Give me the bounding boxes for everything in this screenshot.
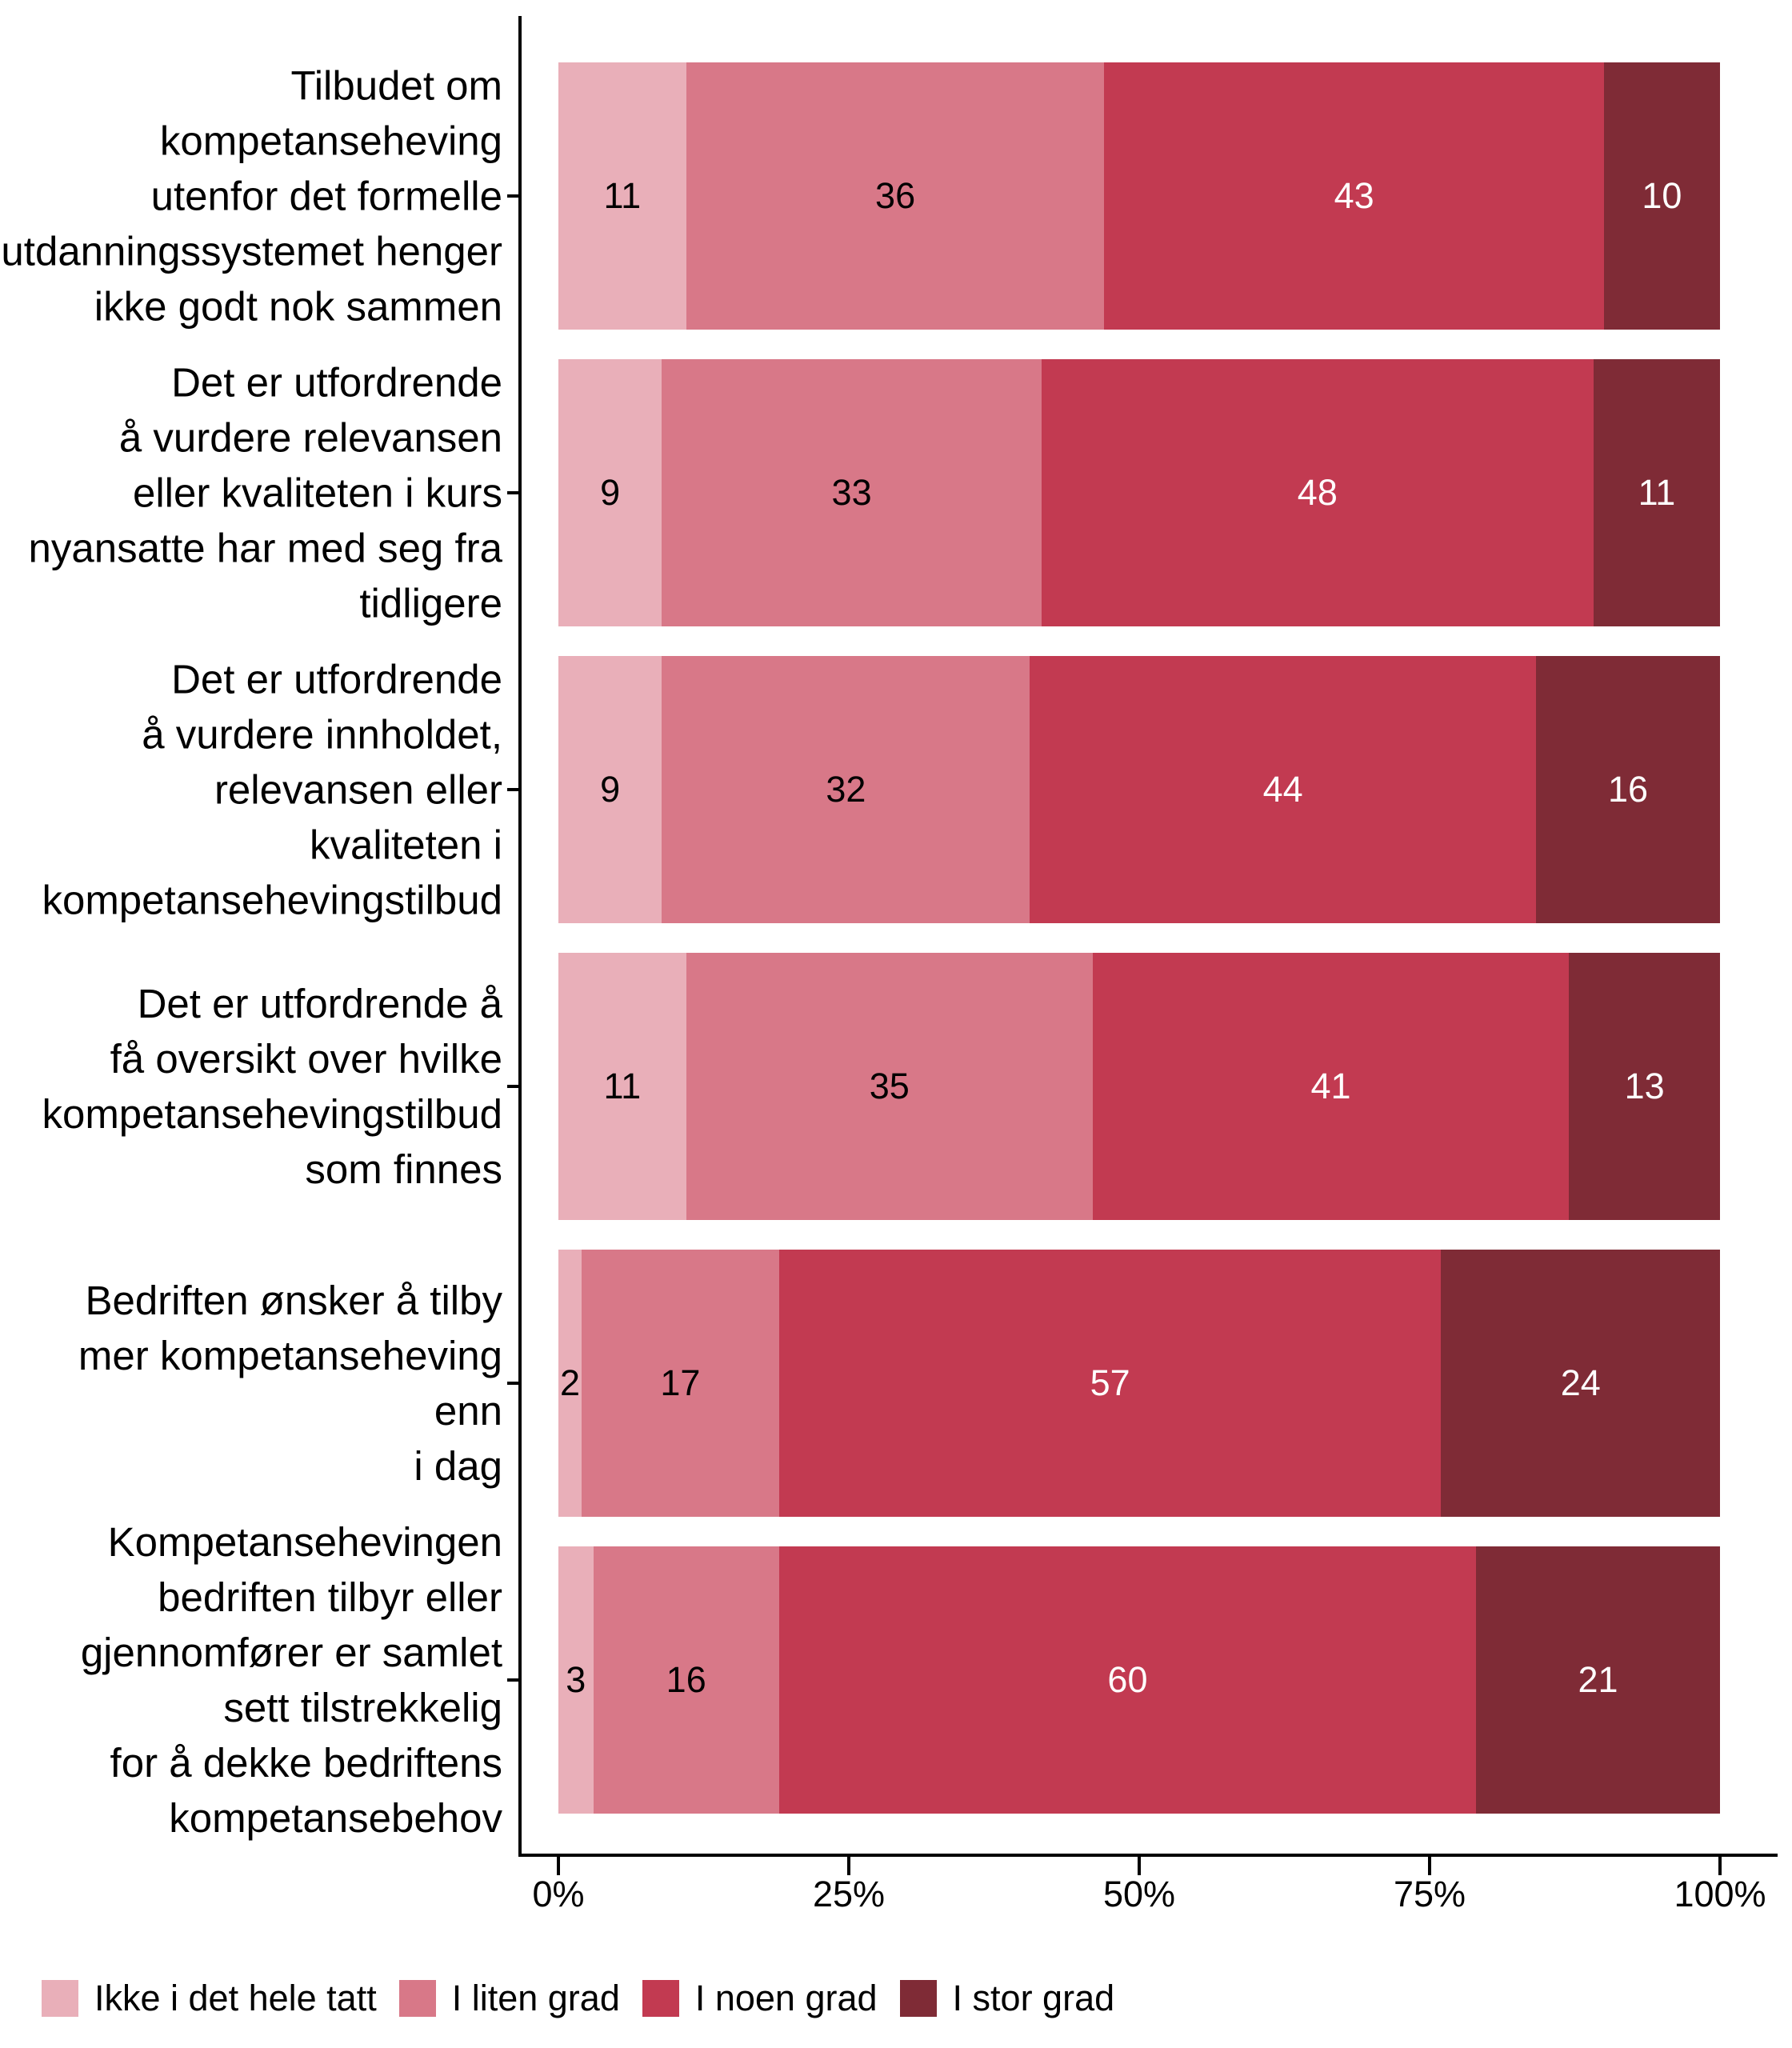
x-tick-mark [557,1857,560,1875]
legend-swatch [642,1980,679,2017]
stacked-bar: 11 36 43 10 [558,62,1720,330]
value-label: 11 [1638,472,1676,513]
bar-segment: 3 [558,1546,594,1814]
value-label: 2 [560,1362,581,1403]
legend: Ikke i det hele tatt I liten grad I noen g… [42,1978,1137,2019]
legend-item: I noen grad [642,1978,878,2019]
legend-item: I stor grad [899,1978,1115,2019]
bar-row: Det er utfordrende å vurdere innholdet, … [0,656,1792,923]
x-tick-label: 0% [532,1874,585,1914]
bar-segment: 60 [778,1546,1477,1814]
bar-segment: 44 [1030,656,1536,923]
value-label: 9 [600,769,621,810]
bar-segment: 17 [582,1250,779,1517]
bar-row: Bedriften ønsker å tilby mer kompetanseh… [0,1250,1792,1517]
value-label: 11 [603,175,642,216]
value-label: 3 [566,1659,586,1700]
x-tick-label: 75% [1393,1874,1466,1914]
bar-segment: 16 [593,1546,779,1814]
value-label: 16 [1607,769,1648,810]
bar-segment: 32 [662,656,1030,923]
category-label: Bedriften ønsker å tilby mer kompetanseh… [78,1278,502,1489]
bar-segment: 35 [686,953,1093,1220]
stacked-bar: 3 16 60 21 [558,1546,1720,1814]
x-tick-mark [1138,1857,1141,1875]
category-label: Det er utfordrende å få oversikt over hv… [42,981,502,1192]
legend-label: Ikke i det hele tatt [94,1978,377,2018]
y-tick-mark [507,491,518,494]
y-tick-mark [507,1085,518,1088]
value-label: 36 [875,175,916,216]
x-tick-mark [1718,1857,1722,1875]
bar-segment: 16 [1535,656,1720,923]
bar-segment: 13 [1569,953,1720,1220]
value-label: 9 [600,472,621,513]
y-tick-mark [507,1678,518,1682]
bar-row: Kompetansehevingen bedriften tilbyr elle… [0,1519,1792,1841]
value-label: 41 [1310,1066,1351,1106]
x-tick-mark [1428,1857,1431,1875]
legend-label: I noen grad [694,1978,878,2018]
value-label: 21 [1578,1659,1618,1700]
stacked-bar: 9 33 48 11 [558,359,1720,626]
bar-segment: 21 [1476,1546,1720,1814]
x-tick-label: 50% [1102,1874,1176,1914]
bar-row: Det er utfordrende å vurdere relevansen … [0,359,1792,626]
category-label: Kompetansehevingen bedriften tilbyr elle… [80,1519,502,1841]
y-tick-mark [507,788,518,791]
value-label: 48 [1297,472,1338,513]
bar-segment: 9 [558,359,662,626]
value-label: 10 [1642,175,1682,216]
bar-segment: 9 [558,656,662,923]
category-label: Det er utfordrende å vurdere innholdet, … [42,656,502,923]
bar-segment: 36 [686,62,1105,330]
stacked-bar: 9 32 44 16 [558,656,1720,923]
value-label: 24 [1560,1362,1601,1403]
legend-swatch [899,1980,937,2017]
value-label: 11 [603,1066,642,1106]
bar-segment: 43 [1104,62,1604,330]
value-label: 32 [826,769,866,810]
value-label: 33 [831,472,872,513]
bar-row: Tilbudet om kompetanseheving utenfor det… [0,62,1792,330]
value-label: 60 [1107,1659,1148,1700]
stacked-bar: 11 35 41 13 [558,953,1720,1220]
value-label: 57 [1090,1362,1130,1403]
value-label: 16 [666,1659,706,1700]
bar-segment: 2 [558,1250,582,1517]
bar-segment: 10 [1603,62,1720,330]
bar-segment: 57 [778,1250,1442,1517]
legend-item: I liten grad [398,1978,620,2019]
legend-swatch [42,1980,78,2017]
category-label: Det er utfordrende å vurdere relevansen … [28,359,502,626]
legend-swatch [398,1980,436,2017]
legend-label: I liten grad [451,1978,620,2018]
x-tick-label: 25% [812,1874,886,1914]
x-tick-mark [847,1857,850,1875]
legend-label: I stor grad [952,1978,1115,2018]
y-tick-mark [507,194,518,198]
legend-item: Ikke i det hele tatt [42,1978,377,2019]
value-label: 17 [660,1362,701,1403]
category-label: Tilbudet om kompetanseheving utenfor det… [1,62,502,330]
bar-segment: 48 [1041,359,1594,626]
value-label: 35 [869,1066,910,1106]
x-tick-label: 100% [1674,1874,1766,1914]
y-axis-line [518,16,522,1857]
bar-row: Det er utfordrende å få oversikt over hv… [0,953,1792,1220]
value-label: 13 [1624,1066,1665,1106]
stacked-bar: 2 17 57 24 [558,1250,1720,1517]
bar-segment: 11 [558,62,686,330]
y-tick-mark [507,1382,518,1385]
x-axis-line [518,1854,1778,1857]
bar-segment: 11 [1593,359,1720,626]
bar-segment: 41 [1092,953,1570,1220]
value-label: 44 [1262,769,1303,810]
bar-segment: 33 [662,359,1042,626]
bar-segment: 24 [1441,1250,1720,1517]
bar-segment: 11 [558,953,686,1220]
value-label: 43 [1334,175,1374,216]
